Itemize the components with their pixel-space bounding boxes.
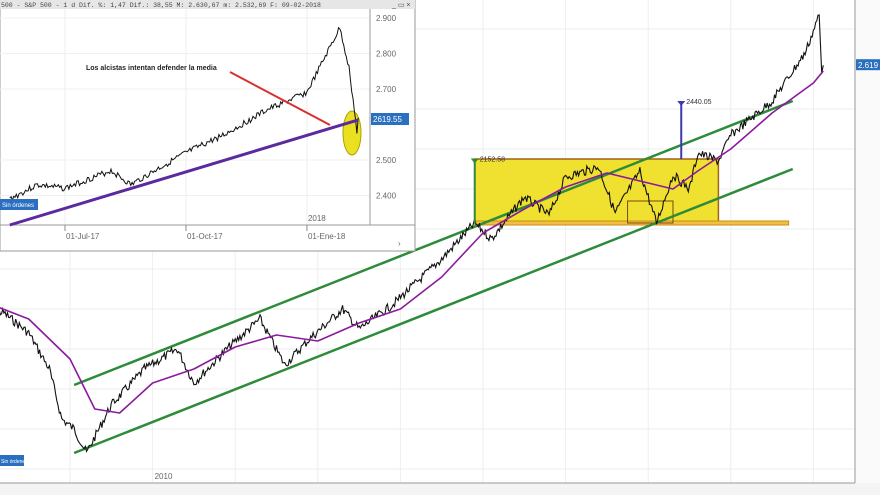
moving-average-series xyxy=(0,70,824,414)
small-box xyxy=(627,200,674,224)
x-tick-label: 01-Oct-17 xyxy=(187,232,223,241)
x-marker-label: 2010 xyxy=(155,472,173,481)
x-tick-label: 01-Ene-18 xyxy=(308,232,346,241)
last-value-badge xyxy=(371,113,409,125)
x-axis xyxy=(0,483,880,495)
y-tick-label: 2.900 xyxy=(376,14,397,23)
trend-upper-line xyxy=(73,99,794,387)
inset-chart: 500 - S&P 500 - 1 d Dif. %: 1,47 Dif.: 3… xyxy=(0,0,416,252)
y-tick-label: 2.500 xyxy=(376,156,397,165)
x-marker-label: 2018 xyxy=(308,214,326,223)
green-marker-icon xyxy=(470,158,479,164)
order-tag-label: Sin órdenes xyxy=(1,459,28,465)
window-controls-icon: _ ▭ × xyxy=(391,2,410,9)
last-value-label: 2.619 xyxy=(858,61,879,70)
highlight-ellipse xyxy=(342,110,362,156)
inset-header-text: 500 - S&P 500 - 1 d Dif. %: 1,47 Dif.: 3… xyxy=(1,2,321,9)
y-tick-label: 2.700 xyxy=(376,85,397,94)
scroll-right-icon[interactable]: › xyxy=(398,239,401,248)
annotation-text: Los alcistas intentan defender la media xyxy=(86,65,217,72)
y-axis xyxy=(855,0,880,495)
y-tick-label: 2.800 xyxy=(376,50,397,59)
green-marker-label: 2152.58 xyxy=(480,156,505,163)
inset-header xyxy=(0,0,415,9)
x-tick-label: 01-Jul-17 xyxy=(66,232,100,241)
last-value-label: 2619.55 xyxy=(373,115,402,124)
blue-marker-icon xyxy=(677,100,686,106)
moving-average-series xyxy=(9,118,359,227)
price-series xyxy=(9,26,359,202)
trend-lower-line xyxy=(73,167,794,455)
arrow-line xyxy=(229,71,331,126)
y-tick-label: 2.400 xyxy=(376,192,397,201)
order-tag-label: Sin órdenes xyxy=(2,203,34,209)
last-value-badge xyxy=(856,59,880,71)
order-tag xyxy=(0,199,38,210)
blue-marker-label: 2440.05 xyxy=(686,99,711,106)
order-tag xyxy=(0,455,24,466)
